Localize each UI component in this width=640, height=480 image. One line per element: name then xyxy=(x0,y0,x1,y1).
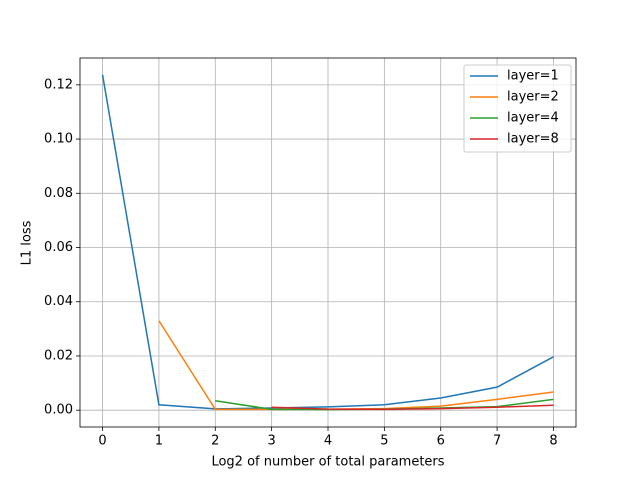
legend-label: layer=1 xyxy=(507,69,559,84)
x-tick-label: 6 xyxy=(437,434,445,449)
x-tick-label: 7 xyxy=(493,434,501,449)
x-tick-label: 8 xyxy=(549,434,557,449)
x-tick-label: 0 xyxy=(98,434,106,449)
legend-label: layer=4 xyxy=(507,111,559,126)
line-series xyxy=(271,404,554,411)
x-tick-label: 5 xyxy=(380,434,388,449)
x-tick-label: 2 xyxy=(211,434,219,449)
x-tick-label: 1 xyxy=(155,434,163,449)
y-tick-label: 0.00 xyxy=(44,403,73,418)
x-tick-label: 3 xyxy=(267,434,275,449)
y-tick-label: 0.04 xyxy=(44,294,73,309)
y-tick-label: 0.02 xyxy=(44,348,73,363)
axes-frame xyxy=(79,57,577,428)
y-tick-label: 0.06 xyxy=(44,240,73,255)
y-tick-label: 0.12 xyxy=(44,77,73,92)
legend-label: layer=8 xyxy=(507,132,559,147)
y-tick-label: 0.08 xyxy=(44,186,73,201)
legend-label: layer=2 xyxy=(507,90,559,105)
y-tick-label: 0.10 xyxy=(44,132,73,147)
x-tick-label: 4 xyxy=(324,434,332,449)
line-series xyxy=(101,74,554,410)
y-axis-label: L1 loss xyxy=(20,220,35,265)
legend: layer=1 layer=2 layer=4 layer=8 xyxy=(463,64,572,153)
legend-box xyxy=(463,64,572,153)
x-axis-label: Log2 of number of total parameters xyxy=(211,455,444,470)
